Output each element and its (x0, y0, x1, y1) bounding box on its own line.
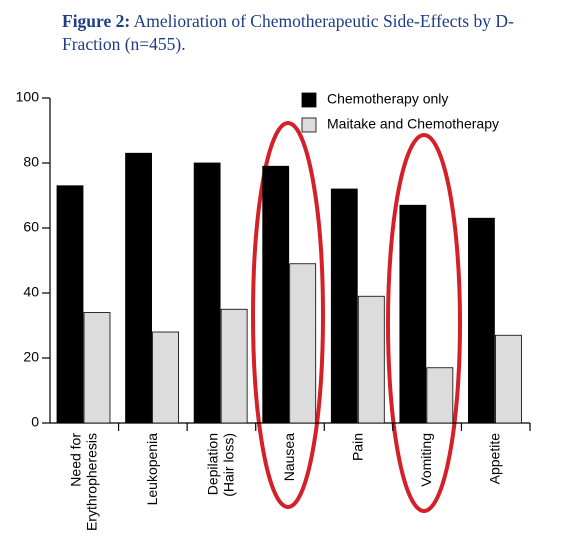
legend-swatch (301, 117, 317, 133)
chart-title: Figure 2: Amelioration of Chemotherapeut… (62, 10, 542, 56)
bar (426, 367, 454, 424)
x-tick-label: Need forErythropheresis (67, 433, 99, 531)
x-tick-label: Appetite (486, 433, 502, 485)
bar (468, 217, 495, 424)
bar (495, 334, 522, 424)
highlight-ellipse (251, 121, 325, 509)
bar (152, 331, 179, 424)
y-tick-label: 100 (16, 89, 40, 105)
bar (357, 295, 385, 424)
bar (83, 312, 111, 424)
bar (193, 162, 221, 424)
x-tick-label: Leukopenia (144, 433, 160, 506)
bar (399, 204, 427, 424)
bar (56, 185, 84, 424)
bar (330, 188, 358, 424)
y-tick-label: 80 (23, 154, 39, 170)
x-tick-label: Vomiting (418, 433, 434, 487)
y-tick-label: 20 (23, 349, 39, 365)
legend-label: Chemotherapy only (327, 91, 448, 107)
y-tick-label: 40 (23, 284, 39, 300)
x-tick-label: Depilation(Hair loss) (204, 433, 236, 497)
highlight-ellipse (386, 133, 462, 513)
y-tick-label: 0 (31, 414, 39, 430)
title-label: Figure 2: (62, 11, 131, 31)
bar (289, 263, 317, 424)
bar (262, 165, 290, 424)
legend-label: Maitake and Chemotherapy (327, 116, 499, 132)
y-tick-label: 60 (23, 219, 39, 235)
title-text: Amelioration of Chemotherapeutic Side-Ef… (62, 11, 514, 54)
legend-swatch (301, 92, 317, 108)
bar (220, 308, 248, 424)
x-tick-label: Nausea (281, 433, 297, 481)
bar (125, 152, 152, 424)
x-tick-label: Pain (349, 433, 365, 461)
